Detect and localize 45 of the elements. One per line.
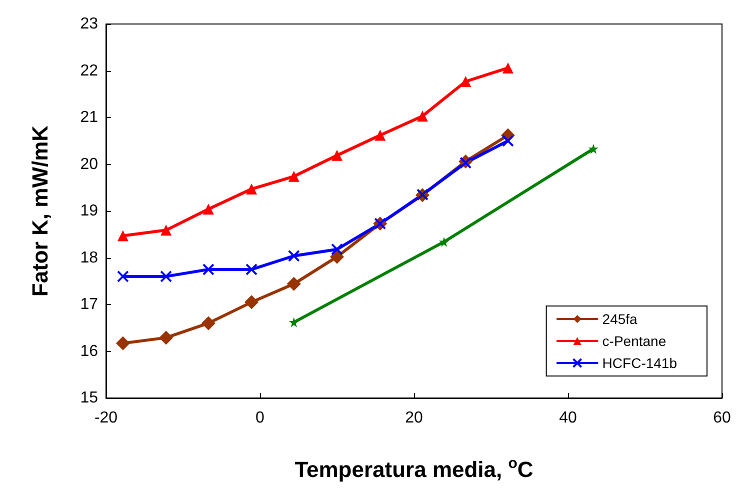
y-tick-label: 16 xyxy=(80,342,98,360)
point xyxy=(288,170,300,182)
point xyxy=(416,110,428,122)
point xyxy=(201,316,216,330)
point xyxy=(202,204,214,215)
point xyxy=(288,317,299,328)
point xyxy=(288,250,300,262)
point xyxy=(502,134,514,147)
y-tick-label: 18 xyxy=(80,249,98,266)
x-tick-label: -20 xyxy=(94,410,118,426)
point xyxy=(116,336,130,350)
x-tick-label: 60 xyxy=(713,410,731,426)
point xyxy=(160,270,172,282)
legend-label: HCFC-141b xyxy=(602,355,678,371)
point xyxy=(331,243,343,256)
point xyxy=(202,263,214,276)
y-tick-label: 19 xyxy=(80,202,98,220)
point xyxy=(159,330,174,345)
point xyxy=(116,270,129,282)
point xyxy=(460,76,472,88)
y-tick-label: 21 xyxy=(80,109,98,126)
point xyxy=(588,144,598,154)
point xyxy=(460,156,472,169)
point xyxy=(439,236,450,247)
y-axis-title: Fator K, mW/mK xyxy=(28,125,52,297)
point xyxy=(246,263,258,276)
x-tick-label: 20 xyxy=(405,410,423,426)
legend-label: c-Pentane xyxy=(602,333,666,349)
point xyxy=(246,184,258,195)
y-tick-label: 15 xyxy=(80,390,98,406)
point xyxy=(117,230,128,242)
y-tick-label: 22 xyxy=(80,62,98,80)
point xyxy=(286,276,301,291)
point xyxy=(502,62,514,74)
y-tick-label: 20 xyxy=(80,156,98,173)
x-tick-label: 40 xyxy=(559,410,577,426)
point xyxy=(332,150,342,161)
point xyxy=(160,224,172,236)
point xyxy=(244,295,259,310)
legend-label: 245fa xyxy=(602,311,638,327)
y-tick-label: 23 xyxy=(80,16,98,32)
x-tick-label: 0 xyxy=(256,410,265,426)
point xyxy=(330,250,344,264)
y-tick-label: 17 xyxy=(80,296,98,313)
point xyxy=(374,130,386,141)
